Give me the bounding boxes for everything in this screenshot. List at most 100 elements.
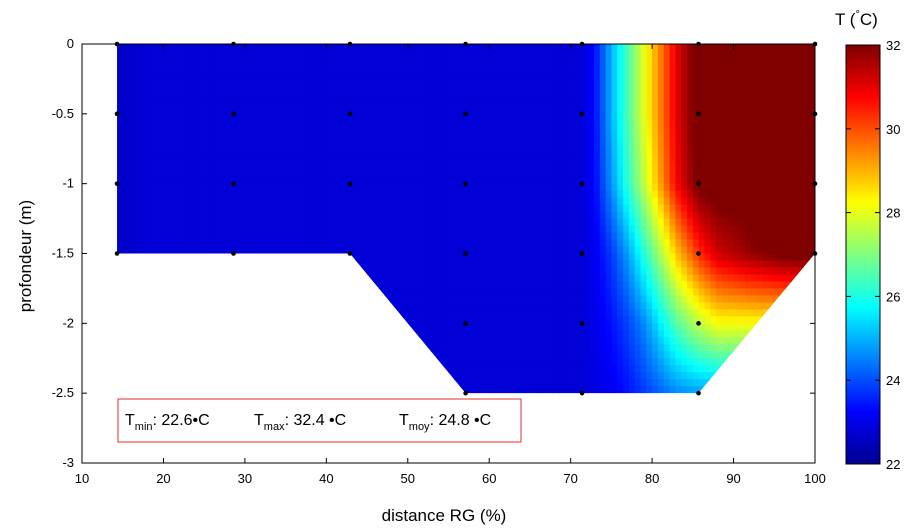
field-cell xyxy=(244,120,252,129)
field-cell xyxy=(518,78,525,87)
field-cell xyxy=(128,309,136,317)
field-cell xyxy=(192,309,200,317)
field-cell xyxy=(483,57,490,66)
field-cell xyxy=(634,246,642,255)
field-cell xyxy=(797,316,804,324)
field-cell xyxy=(628,141,636,150)
field-cell xyxy=(500,246,508,255)
field-cell xyxy=(268,134,275,143)
field-cell xyxy=(657,141,665,150)
field-cell xyxy=(623,239,630,248)
field-cell xyxy=(338,127,345,136)
field-cell xyxy=(617,71,624,80)
field-cell xyxy=(576,92,583,101)
field-cell xyxy=(436,309,444,317)
field-cell xyxy=(512,141,519,150)
field-cell xyxy=(320,92,328,101)
field-cell xyxy=(326,316,333,324)
field-cell xyxy=(512,197,519,206)
field-cell xyxy=(308,204,316,213)
field-cell xyxy=(768,183,775,192)
field-cell xyxy=(495,71,502,80)
field-cell xyxy=(547,183,554,192)
field-cell xyxy=(518,211,525,220)
field-cell xyxy=(564,302,572,310)
field-cell xyxy=(128,253,136,262)
field-cell xyxy=(239,113,246,122)
field-cell xyxy=(692,218,700,227)
field-cell xyxy=(739,176,746,185)
field-cell xyxy=(454,169,461,178)
field-cell xyxy=(466,239,473,248)
field-cell xyxy=(343,44,351,52)
field-cell xyxy=(710,176,717,185)
field-cell xyxy=(541,267,549,276)
field-cell xyxy=(524,232,531,241)
field-cell xyxy=(506,141,514,150)
field-cell xyxy=(163,176,170,185)
field-cell xyxy=(791,239,799,248)
field-cell xyxy=(402,267,409,276)
field-cell xyxy=(791,113,799,122)
field-cell xyxy=(466,253,473,262)
field-cell xyxy=(652,50,659,59)
field-cell xyxy=(413,288,421,296)
field-cell xyxy=(419,92,426,101)
field-cell xyxy=(402,176,409,185)
field-cell xyxy=(407,239,415,248)
field-cell xyxy=(355,141,362,150)
field-cell xyxy=(797,211,804,220)
field-cell xyxy=(663,260,671,269)
field-cell xyxy=(396,176,403,185)
field-cell xyxy=(681,274,688,283)
field-cell xyxy=(204,288,211,296)
field-cell xyxy=(803,253,810,262)
field-cell xyxy=(506,127,514,136)
field-cell xyxy=(570,302,578,310)
field-cell xyxy=(500,113,508,122)
field-cell xyxy=(419,127,426,136)
field-cell xyxy=(402,71,409,80)
field-cell xyxy=(279,267,287,276)
field-cell xyxy=(762,50,770,59)
field-cell xyxy=(745,169,752,178)
field-cell xyxy=(774,288,781,296)
field-cell xyxy=(175,183,182,192)
field-cell xyxy=(361,225,368,234)
field-cell xyxy=(378,218,386,227)
field-cell xyxy=(704,155,711,164)
field-cell xyxy=(477,211,485,220)
field-cell xyxy=(756,197,764,206)
field-cell xyxy=(221,99,229,108)
field-cell xyxy=(762,302,770,310)
field-cell xyxy=(780,323,787,331)
field-cell xyxy=(489,99,496,108)
field-cell xyxy=(326,92,333,101)
field-cell xyxy=(198,64,205,73)
field-cell xyxy=(623,281,630,290)
field-cell xyxy=(727,323,735,331)
field-cell xyxy=(192,50,200,59)
field-cell xyxy=(529,323,537,331)
field-cell xyxy=(407,134,415,143)
field-cell xyxy=(314,127,322,136)
field-cell xyxy=(733,64,740,73)
field-cell xyxy=(117,71,124,80)
field-cell xyxy=(745,120,752,129)
field-cell xyxy=(175,211,182,220)
field-cell xyxy=(593,288,601,296)
field-cell xyxy=(146,169,153,178)
field-cell xyxy=(512,134,519,143)
field-cell xyxy=(687,57,694,66)
field-cell xyxy=(762,316,770,324)
field-cell xyxy=(279,288,287,296)
field-cell xyxy=(489,330,496,338)
field-cell xyxy=(163,57,170,66)
field-cell xyxy=(576,99,583,108)
field-cell xyxy=(495,183,502,192)
field-cell xyxy=(593,232,601,241)
field-cell xyxy=(663,162,671,171)
field-cell xyxy=(140,141,147,150)
field-cell xyxy=(151,155,159,164)
field-cell xyxy=(233,113,240,122)
